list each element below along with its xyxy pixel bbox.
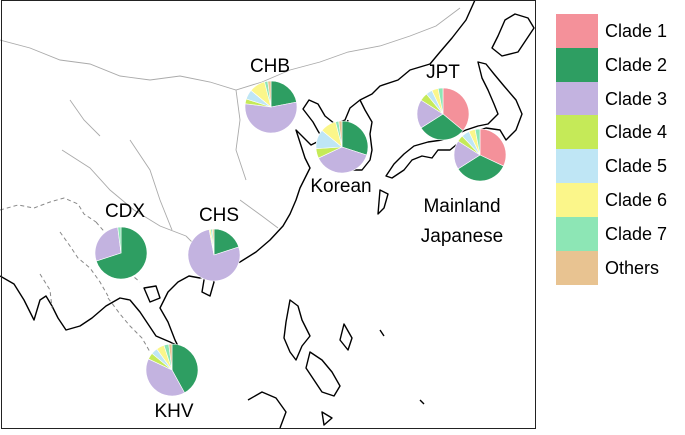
legend-label: Clade 3 — [605, 88, 668, 109]
pie-slice — [318, 146, 368, 174]
pie-slice — [168, 343, 173, 371]
east-asia-map: CHB JPT Korean Mainland Japanese CDX CHS KHV — [0, 0, 535, 429]
pie-slice — [270, 80, 297, 108]
pie-chart-chs — [187, 228, 241, 282]
population-labels-layer: CHB JPT Korean Mainland Japanese CDX CHS KHV — [105, 56, 503, 422]
population-label: KHV — [154, 401, 193, 422]
population-label: CHS — [199, 205, 239, 226]
pie-slice — [341, 120, 369, 156]
legend-label: Clade 5 — [605, 156, 668, 177]
pie-chart-mainland-japanese — [453, 128, 507, 182]
legend-item: Clade 7 — [554, 216, 679, 251]
legend-label: Clade 4 — [605, 122, 668, 143]
legend-label: Clade 7 — [605, 223, 668, 244]
pie-slice — [244, 101, 298, 134]
population-label: Korean — [310, 176, 371, 197]
legend-label: Clade 2 — [605, 54, 668, 75]
legend-swatch — [556, 81, 598, 116]
pie-chart-chb — [244, 80, 298, 134]
clade-legend: Clade 1 Clade 2 Clade 3 Clade 4 Clade 5 Clade… — [554, 14, 679, 285]
pie-slice — [171, 343, 199, 394]
legend-item: Clade 4 — [554, 115, 679, 150]
pie-slice — [338, 120, 343, 148]
legend-item: Others — [554, 250, 679, 285]
pie-chart-korean — [315, 120, 369, 174]
pie-chart-khv — [145, 343, 199, 397]
legend-label: Clade 6 — [605, 189, 668, 210]
pie-slice — [212, 228, 215, 256]
legend-swatch — [556, 115, 598, 150]
pie-slice — [420, 113, 464, 141]
legend-label: Others — [605, 257, 660, 278]
population-label: Mainland — [423, 196, 500, 217]
pie-slice — [95, 226, 148, 280]
legend-swatch — [556, 182, 598, 217]
legend-swatch — [556, 47, 598, 82]
legend-swatch — [556, 14, 598, 48]
pie-slice — [457, 154, 504, 182]
legend-label: Clade 1 — [605, 21, 668, 41]
pie-slice — [442, 87, 470, 131]
pie-charts-layer — [94, 80, 507, 397]
pie-chart-jpt — [416, 87, 470, 141]
legend-item: Clade 2 — [554, 47, 679, 82]
population-label: CDX — [105, 201, 145, 222]
pie-slice — [474, 128, 481, 156]
legend-swatch — [556, 216, 598, 251]
pie-slice — [267, 80, 272, 108]
pie-slice — [437, 87, 444, 115]
pie-slice — [187, 229, 241, 282]
population-label: Japanese — [421, 226, 503, 247]
legend-item: Clade 1 — [554, 14, 679, 48]
legend-item: Clade 3 — [554, 81, 679, 116]
legend-swatch — [556, 149, 598, 184]
pie-slice — [145, 358, 185, 397]
population-label: JPT — [426, 62, 460, 83]
pie-chart-cdx — [94, 226, 148, 280]
legend-item: Clade 5 — [554, 149, 679, 184]
pie-slice — [94, 226, 122, 262]
legend-swatch — [556, 250, 598, 285]
population-label: CHB — [250, 56, 290, 77]
map-panel: CHB JPT Korean Mainland Japanese CDX CHS KHV — [0, 0, 536, 429]
pie-slice — [117, 226, 122, 254]
legend-item: Clade 6 — [554, 182, 679, 217]
pie-slice — [479, 128, 507, 167]
